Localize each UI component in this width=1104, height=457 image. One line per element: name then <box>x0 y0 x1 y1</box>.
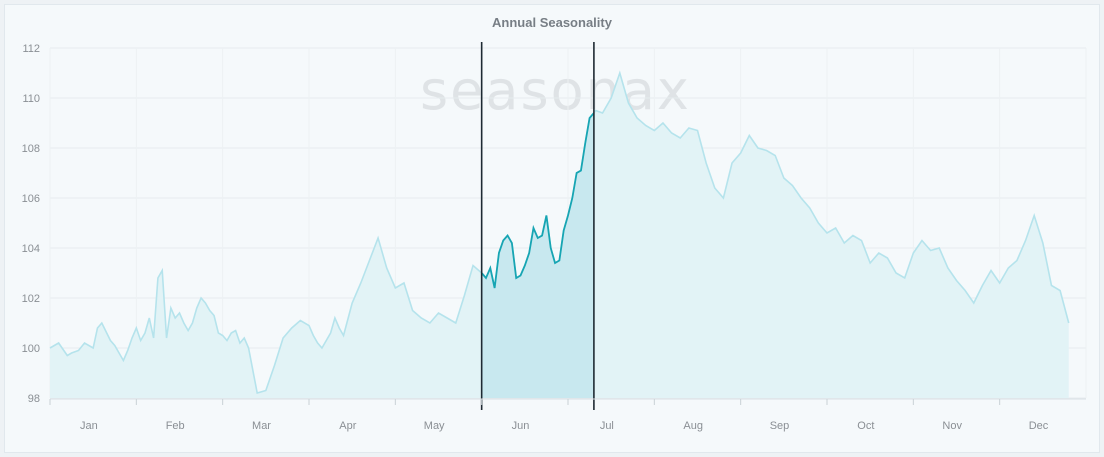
y-tick-label: 102 <box>22 293 40 305</box>
x-tick-label: Feb <box>166 420 185 432</box>
x-axis: Jan Feb Mar Apr May Jun Jul Aug Sep Oct Nov Dec <box>49 398 1086 432</box>
x-tick-label: Aug <box>683 420 703 432</box>
highlight-area <box>481 113 594 398</box>
highlight-markers <box>480 42 595 410</box>
x-tick-label: Dec <box>1029 420 1049 432</box>
x-tick-label: May <box>424 420 445 432</box>
y-tick-label: 112 <box>22 43 40 55</box>
x-tick-label: Nov <box>942 420 962 432</box>
y-tick-label: 104 <box>22 243 40 255</box>
x-tick-label: Mar <box>252 420 271 432</box>
series-lines <box>49 70 1070 395</box>
x-tick-label: Jan <box>80 420 98 432</box>
area-fills <box>50 73 1069 398</box>
highlight-line <box>480 112 595 289</box>
seasonax-watermark: seasonax <box>420 59 691 122</box>
y-tick-label: 106 <box>22 193 40 205</box>
chart-title: Annual Seasonality <box>492 15 612 30</box>
x-tick-label: Sep <box>770 420 790 432</box>
y-tick-label: 100 <box>22 343 40 355</box>
x-tick-label: Oct <box>857 420 874 432</box>
main-area <box>50 73 1069 398</box>
x-tick-label: Apr <box>339 420 356 432</box>
y-tick-label: 110 <box>22 93 40 105</box>
y-tick-label: 108 <box>22 143 40 155</box>
x-tick-label: Jun <box>512 420 530 432</box>
y-axis: 98 100 102 104 106 108 110 112 <box>22 43 40 405</box>
y-tick-label: 98 <box>28 393 40 405</box>
x-tick-label: Jul <box>600 420 614 432</box>
